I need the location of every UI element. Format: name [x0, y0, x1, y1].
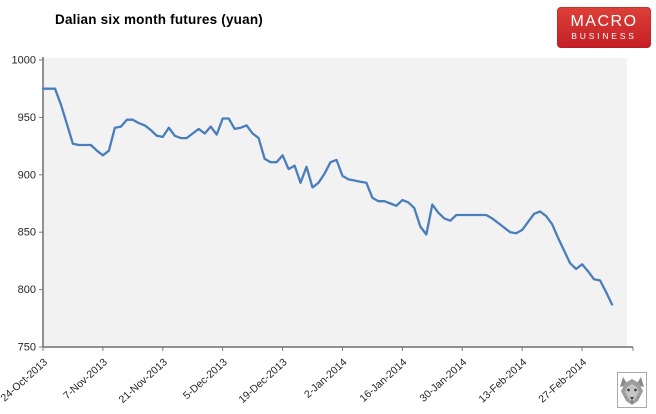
chart-title: Dalian six month futures (yuan) — [55, 12, 263, 27]
logo-line2: BUSINESS — [571, 31, 637, 41]
x-tick-label: 27-Feb-2014 — [536, 356, 589, 405]
x-tick-label: 5-Dec-2013 — [181, 356, 230, 402]
y-tick-label: 950 — [18, 112, 36, 124]
x-tick-label: 19-Dec-2013 — [236, 356, 289, 406]
x-tick-label: 24-Oct-2013 — [0, 356, 50, 404]
logo-line1: MACRO — [570, 13, 638, 30]
plot-area — [43, 58, 627, 347]
macro-business-logo: MACRO BUSINESS — [557, 7, 651, 48]
y-tick-label: 900 — [18, 169, 36, 181]
y-tick-label: 750 — [18, 342, 36, 354]
y-tick-label: 800 — [18, 284, 36, 296]
x-tick-label: 2-Jan-2014 — [302, 356, 350, 401]
x-tick-label: 21-Nov-2013 — [117, 356, 170, 406]
x-tick-label: 7-Nov-2013 — [61, 356, 110, 402]
price-line — [41, 87, 614, 306]
x-tick-label: 16-Jan-2014 — [358, 356, 410, 404]
y-tick-label: 1000 — [12, 55, 36, 67]
wolf-icon — [617, 372, 647, 408]
x-tick-label: 13-Feb-2014 — [476, 356, 529, 405]
x-tick-label: 30-Jan-2014 — [417, 356, 469, 404]
y-tick-label: 850 — [18, 227, 36, 239]
